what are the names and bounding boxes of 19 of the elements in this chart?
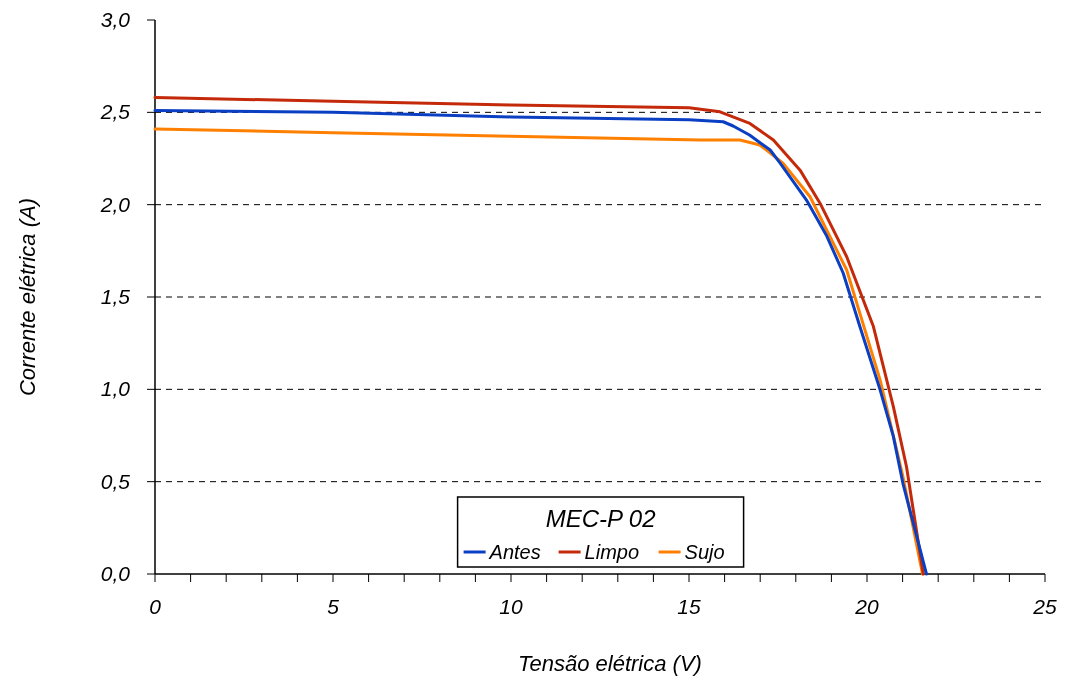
y-tick-label: 0,0 (100, 562, 131, 585)
legend-title: MEC-P 02 (545, 505, 656, 532)
y-tick-label: 2,5 (99, 100, 131, 124)
legend-label: Limpo (584, 541, 640, 563)
y-axis-title: Corrente elétrica (A) (15, 197, 40, 397)
legend-label: Antes (488, 541, 541, 563)
x-axis-title: Tensão elétrica (V) (518, 651, 702, 676)
x-tick-label: 25 (1032, 595, 1057, 618)
y-tick-label: 1,5 (100, 285, 131, 308)
x-tick-label: 5 (327, 595, 340, 618)
x-tick-label: 20 (854, 595, 879, 618)
y-tick-label: 1,0 (100, 377, 131, 401)
x-tick-label: 10 (499, 595, 523, 618)
y-tick-label: 3,0 (100, 8, 131, 31)
y-tick-label: 0,5 (100, 469, 131, 493)
y-tick-label: 2,0 (99, 192, 131, 216)
x-tick-label: 0 (149, 595, 162, 618)
x-tick-label: 15 (677, 595, 701, 618)
legend-label: Sujo (684, 541, 725, 563)
